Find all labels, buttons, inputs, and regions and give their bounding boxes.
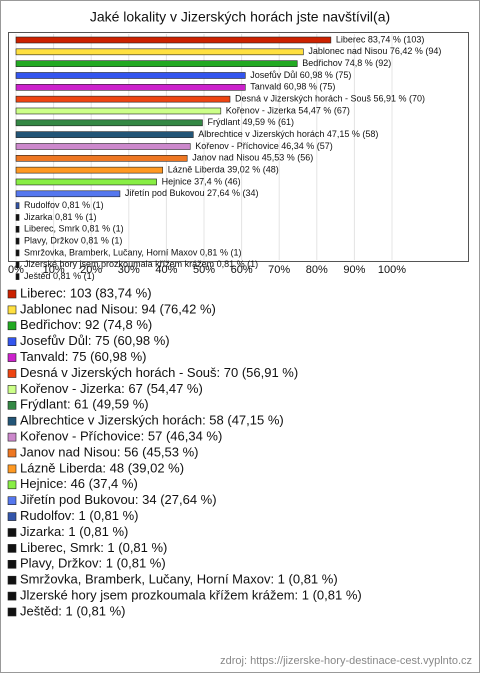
bar — [15, 72, 246, 79]
legend-swatch — [7, 289, 17, 299]
bar — [15, 237, 20, 245]
bar — [15, 95, 231, 103]
legend-label: Rudolfov: 1 (0,81 %) — [20, 508, 139, 523]
legend-label: Jablonec nad Nisou: 94 (76,42 %) — [20, 301, 216, 316]
legend-label: Jiřetín pod Bukovou: 34 (27,64 %) — [20, 492, 217, 507]
x-tick-label: 40% — [155, 264, 177, 276]
x-tick-label: 20% — [80, 264, 102, 276]
bar-label: Jizarka 0,81 % (1) — [24, 212, 97, 222]
legend-swatch — [7, 305, 17, 315]
legend-label: Liberec, Smrk: 1 (0,81 %) — [20, 540, 167, 555]
legend-label: Tanvald: 75 (60,98 %) — [20, 349, 146, 364]
legend-swatch — [7, 321, 17, 331]
legend-swatch — [7, 607, 17, 617]
bar-label: Ještěd 0,81 % (1) — [24, 271, 95, 281]
bar-label: Lázně Liberda 39,02 % (48) — [168, 165, 279, 175]
x-tick-label: 0% — [8, 264, 24, 276]
legend-swatch — [7, 353, 17, 362]
legend-swatch — [7, 385, 17, 394]
bar — [15, 60, 298, 67]
bar — [15, 48, 304, 56]
legend-swatch — [7, 496, 17, 506]
legend-label: Plavy, Držkov: 1 (0,81 %) — [20, 556, 166, 571]
bar — [15, 273, 20, 280]
bar-label: Jablonec nad Nisou 76,42 % (94) — [308, 46, 441, 56]
x-tick-label: 100% — [378, 264, 406, 276]
legend-label: Jlzerské hory jsem prozkoumala křížem kr… — [20, 588, 362, 603]
bar — [15, 202, 20, 209]
bar-label: Desná v Jizerských horách - Souš 56,91 %… — [235, 94, 425, 104]
x-tick-label: 50% — [193, 264, 215, 276]
legend-label: Liberec: 103 (83,74 %) — [20, 285, 152, 300]
bar — [15, 84, 246, 91]
bar — [15, 119, 203, 127]
legend-swatch — [7, 337, 17, 347]
x-tick-label: 70% — [268, 264, 290, 276]
legend-label: Smržovka, Bramberk, Lučany, Horní Maxov:… — [20, 572, 338, 587]
bar — [15, 107, 222, 115]
legend-swatch — [7, 559, 17, 569]
bar-label: Frýdlant 49,59 % (61) — [207, 117, 294, 127]
bar-label: Hejnice 37,4 % (46) — [162, 176, 241, 186]
legend-label: Hejnice: 46 (37,4 %) — [20, 476, 138, 491]
legend-label: Frýdlant: 61 (49,59 %) — [20, 397, 149, 412]
bar — [15, 166, 164, 174]
chart-title: Jaké lokality v Jizerských horách jste n… — [90, 9, 390, 25]
bar — [15, 178, 157, 186]
bar-label: Kořenov - Jizerka 54,47 % (67) — [226, 105, 350, 115]
legend-swatch — [7, 369, 17, 378]
legend-swatch — [7, 591, 17, 601]
legend-swatch — [7, 464, 17, 474]
legend-swatch — [7, 448, 17, 458]
bar-label: Liberec 83,74 % (103) — [336, 34, 425, 44]
x-tick-label: 60% — [231, 264, 253, 276]
bar-label: Smržovka, Bramberk, Lučany, Horní Maxov … — [24, 247, 241, 257]
bar-label: Jiřetín pod Bukovou 27,64 % (34) — [125, 188, 259, 198]
bar — [15, 249, 20, 257]
legend-swatch — [7, 575, 17, 585]
bar-label: Liberec, Smrk 0,81 % (1) — [24, 224, 124, 234]
legend-swatch — [7, 512, 17, 521]
legend-label: Jizarka: 1 (0,81 %) — [20, 524, 128, 539]
legend-label: Kořenov - Příchovice: 57 (46,34 %) — [20, 429, 222, 444]
bar-label: Kořenov - Příchovice 46,34 % (57) — [195, 141, 333, 151]
bar-label: Jlzerské hory jsem prozkoumala křížem kr… — [24, 259, 258, 269]
x-tick-label: 90% — [343, 264, 365, 276]
legend-label: Bedřichov: 92 (74,8 %) — [20, 317, 152, 332]
legend-swatch — [7, 480, 17, 490]
legend-label: Ještěd: 1 (0,81 %) — [20, 603, 126, 618]
bar-label: Bedřichov 74,8 % (92) — [302, 58, 391, 68]
legend-swatch — [7, 528, 17, 537]
bar — [15, 131, 194, 138]
bar — [15, 155, 188, 162]
x-tick-label: 80% — [306, 264, 328, 276]
bar — [15, 225, 20, 233]
bar-label: Albrechtice v Jizerských horách 47,15 % … — [198, 129, 378, 139]
bar — [15, 36, 332, 44]
legend-swatch — [7, 544, 17, 553]
bar — [15, 190, 121, 198]
bar-label: Josefův Důl 60,98 % (75) — [250, 70, 351, 80]
bar — [15, 214, 20, 221]
legend-swatch — [7, 400, 17, 410]
legend-swatch — [7, 432, 17, 442]
bar — [15, 143, 191, 150]
bar-label: Tanvald 60,98 % (75) — [250, 82, 335, 92]
bar-label: Janov nad Nisou 45,53 % (56) — [192, 153, 313, 163]
legend-label: Josefův Důl: 75 (60,98 %) — [20, 333, 170, 348]
bar-label: Plavy, Držkov 0,81 % (1) — [24, 235, 122, 245]
legend-label: Albrechtice v Jizerských horách: 58 (47,… — [20, 413, 284, 428]
legend-label: Lázně Liberda: 48 (39,02 %) — [20, 460, 184, 475]
legend-label: Desná v Jizerských horách - Souš: 70 (56… — [20, 365, 298, 380]
legend-label: Kořenov - Jizerka: 67 (54,47 %) — [20, 381, 203, 396]
source: zdroj: https://jizerske-hory-destinace-c… — [220, 655, 472, 667]
bar-label: Rudolfov 0,81 % (1) — [24, 200, 104, 210]
x-tick-label: 30% — [118, 264, 140, 276]
x-tick-label: 10% — [43, 264, 65, 276]
bar — [15, 261, 20, 269]
legend-swatch — [7, 416, 17, 426]
legend-label: Janov nad Nisou: 56 (45,53 %) — [20, 444, 199, 459]
